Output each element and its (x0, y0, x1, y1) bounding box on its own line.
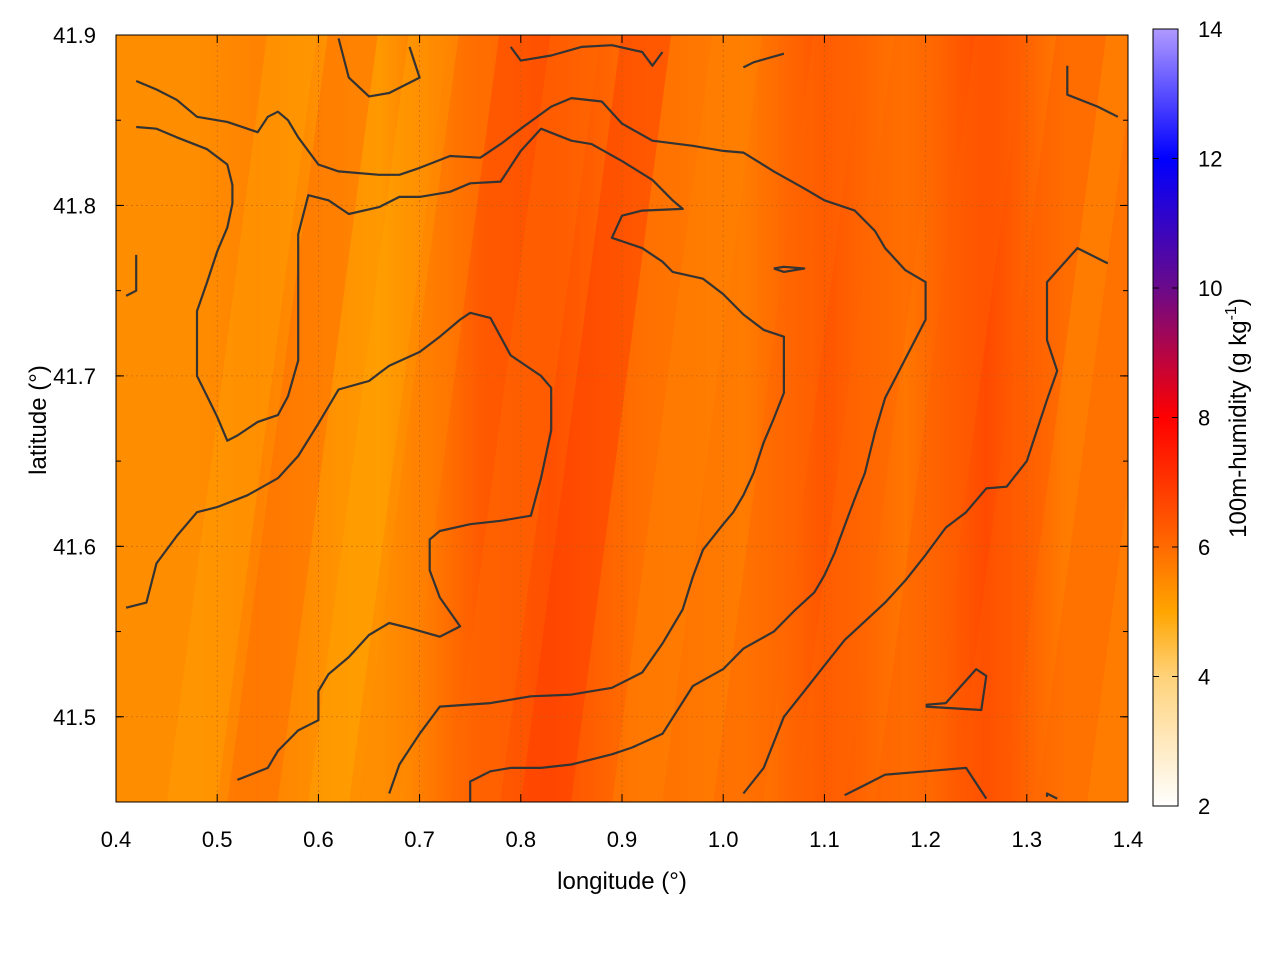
x-tick-label: 0.9 (607, 827, 638, 852)
axis-ticks (115, 34, 1129, 803)
contour-line (1045, 792, 1058, 800)
x-tick-label: 1.3 (1012, 827, 1043, 852)
x-tick-label: 0.7 (404, 827, 435, 852)
plot-area (115, 34, 1129, 803)
heatmap-streak (166, 35, 317, 802)
contour-line (337, 38, 421, 98)
colorbar-tick-label: 8 (1198, 406, 1210, 431)
colorbar-title-superscript: -1 (1223, 306, 1240, 320)
contour-line (135, 79, 927, 802)
y-tick-label: 41.6 (53, 534, 96, 559)
x-tick-label: 1.1 (809, 827, 840, 852)
contour-line (742, 247, 1109, 795)
colorbar-title-main: 100m-humidity (g kg (1225, 320, 1252, 537)
x-tick-label: 1.2 (910, 827, 941, 852)
y-tick-label: 41.8 (53, 193, 96, 218)
x-tick-label: 0.4 (101, 827, 132, 852)
x-tick-label: 0.5 (202, 827, 233, 852)
colorbar-tick-label: 10 (1198, 276, 1222, 301)
contour-line (773, 265, 806, 273)
contour-lines (125, 38, 1119, 802)
colorbar-ticks: 2 4 6 8 10 12 14 (1153, 17, 1222, 819)
heatmap-streak (1037, 106, 1128, 802)
y-axis-title: latitude (°) (25, 365, 52, 475)
heatmap-streak (450, 35, 601, 802)
heatmap-background (116, 35, 1128, 802)
colorbar-title-end: ) (1225, 298, 1252, 306)
heatmap-streak (956, 35, 1107, 802)
heatmap-streak (875, 35, 1026, 802)
x-tick-labels: 0.4 0.5 0.6 0.7 0.8 0.9 1.0 1.1 1.2 1.3 1.4 (101, 827, 1144, 852)
contour-line (125, 254, 138, 297)
y-tick-label: 41.7 (53, 364, 96, 389)
colorbar: 2 4 6 8 10 12 14 100m-humidity (g kg-1) (1152, 17, 1252, 819)
x-tick-label: 1.0 (708, 827, 739, 852)
contour-line (509, 44, 664, 67)
heatmap-streak (521, 35, 672, 802)
contour-line (844, 766, 988, 800)
y-tick-labels: 41.5 41.6 41.7 41.8 41.9 (53, 23, 96, 730)
colorbar-tick-label: 14 (1198, 17, 1222, 42)
contour-line (925, 668, 988, 712)
colorbar-tick-label: 12 (1198, 147, 1222, 172)
contour-line (742, 52, 785, 69)
contour-line (1066, 65, 1119, 118)
heatmap-streaks (166, 35, 1128, 802)
contour-line (125, 311, 553, 781)
x-axis-title: longitude (°) (557, 868, 687, 895)
heatmap-streak (713, 35, 864, 802)
y-tick-label: 41.5 (53, 705, 96, 730)
colorbar-tick-label: 4 (1198, 665, 1210, 690)
heatmap-streak (794, 35, 945, 802)
colorbar-tick-label: 2 (1198, 794, 1210, 819)
y-tick-label: 41.9 (53, 23, 96, 48)
heatmap-streak (612, 35, 763, 802)
x-tick-label: 0.6 (303, 827, 334, 852)
colorbar-title: 100m-humidity (g kg-1) (1223, 298, 1252, 538)
x-tick-label: 1.4 (1113, 827, 1144, 852)
heatmap-streak (308, 35, 459, 802)
heatmap-streak (227, 35, 378, 802)
colorbar-tick-label: 6 (1198, 535, 1210, 560)
heatmap-streak (349, 35, 500, 802)
x-tick-label: 0.8 (506, 827, 537, 852)
contour-line (136, 125, 785, 794)
